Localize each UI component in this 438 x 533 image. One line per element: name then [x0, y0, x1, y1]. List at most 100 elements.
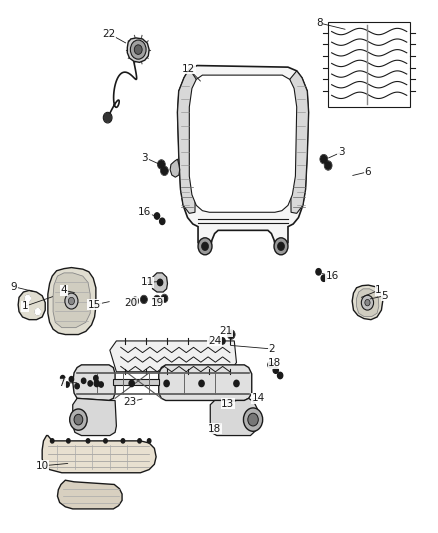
- Circle shape: [248, 413, 258, 426]
- Circle shape: [65, 382, 69, 387]
- Text: 1: 1: [21, 301, 28, 311]
- Circle shape: [99, 382, 103, 387]
- Circle shape: [88, 381, 92, 386]
- Text: 14: 14: [252, 393, 265, 403]
- Circle shape: [158, 161, 164, 168]
- Polygon shape: [189, 75, 297, 212]
- Text: 23: 23: [123, 397, 136, 407]
- Text: 24: 24: [208, 336, 221, 346]
- Circle shape: [199, 380, 204, 386]
- Circle shape: [50, 439, 54, 443]
- Text: 5: 5: [381, 290, 388, 301]
- Text: 16: 16: [326, 271, 339, 281]
- Polygon shape: [73, 398, 117, 435]
- Text: 18: 18: [208, 424, 221, 434]
- Circle shape: [86, 439, 90, 443]
- Circle shape: [325, 162, 331, 169]
- Circle shape: [133, 298, 138, 304]
- Text: 1: 1: [375, 286, 381, 295]
- Circle shape: [74, 414, 83, 425]
- Circle shape: [81, 378, 86, 383]
- Circle shape: [134, 45, 142, 54]
- Text: 19: 19: [150, 297, 164, 308]
- Text: 12: 12: [182, 64, 195, 74]
- Polygon shape: [290, 71, 308, 213]
- Polygon shape: [18, 290, 45, 320]
- Circle shape: [141, 296, 147, 303]
- Text: 2: 2: [268, 344, 275, 354]
- Polygon shape: [73, 365, 115, 400]
- Circle shape: [220, 338, 225, 344]
- Circle shape: [274, 238, 288, 255]
- Circle shape: [70, 409, 87, 430]
- Polygon shape: [170, 159, 180, 177]
- Circle shape: [35, 309, 40, 315]
- Circle shape: [201, 242, 208, 251]
- Circle shape: [268, 362, 273, 368]
- Circle shape: [69, 376, 74, 382]
- Circle shape: [94, 375, 98, 381]
- Circle shape: [198, 238, 212, 255]
- Circle shape: [157, 279, 162, 286]
- Polygon shape: [42, 435, 156, 473]
- Circle shape: [68, 297, 74, 305]
- Text: 6: 6: [364, 167, 371, 177]
- Polygon shape: [357, 289, 379, 317]
- Text: 21: 21: [219, 326, 232, 336]
- Circle shape: [321, 275, 326, 281]
- Circle shape: [75, 383, 79, 389]
- Text: 15: 15: [88, 300, 101, 310]
- Circle shape: [154, 296, 159, 303]
- Text: 10: 10: [35, 461, 49, 471]
- Circle shape: [161, 167, 167, 174]
- Circle shape: [244, 408, 263, 431]
- Circle shape: [25, 295, 30, 302]
- Polygon shape: [177, 69, 196, 213]
- Circle shape: [94, 380, 99, 386]
- Circle shape: [361, 295, 374, 310]
- Polygon shape: [210, 398, 258, 435]
- Circle shape: [148, 439, 151, 443]
- Circle shape: [365, 300, 370, 306]
- Circle shape: [65, 293, 78, 309]
- Polygon shape: [151, 273, 167, 292]
- Circle shape: [104, 114, 111, 122]
- Text: 7: 7: [59, 378, 65, 389]
- Polygon shape: [127, 38, 149, 62]
- Circle shape: [67, 439, 70, 443]
- Text: 3: 3: [141, 152, 148, 163]
- Text: 16: 16: [138, 207, 152, 217]
- Polygon shape: [177, 66, 308, 251]
- Circle shape: [159, 218, 165, 224]
- Text: 9: 9: [11, 282, 17, 292]
- Circle shape: [154, 213, 159, 219]
- Text: 11: 11: [140, 278, 154, 287]
- Text: 22: 22: [102, 29, 116, 39]
- Text: 20: 20: [124, 297, 138, 308]
- Text: 13: 13: [221, 399, 234, 409]
- Circle shape: [321, 156, 327, 163]
- Circle shape: [278, 242, 285, 251]
- Polygon shape: [53, 273, 90, 328]
- Text: 3: 3: [338, 147, 345, 157]
- Text: 4: 4: [61, 286, 67, 295]
- Circle shape: [316, 269, 321, 275]
- Text: 18: 18: [268, 358, 282, 368]
- Circle shape: [121, 439, 125, 443]
- Text: 8: 8: [316, 18, 323, 28]
- Circle shape: [164, 380, 169, 386]
- Polygon shape: [57, 480, 122, 509]
- Circle shape: [60, 375, 65, 381]
- Circle shape: [228, 331, 234, 338]
- Circle shape: [138, 439, 141, 443]
- Polygon shape: [110, 341, 237, 372]
- Circle shape: [131, 40, 146, 59]
- Circle shape: [273, 367, 279, 373]
- Circle shape: [129, 380, 134, 386]
- Polygon shape: [159, 365, 252, 400]
- Circle shape: [162, 295, 167, 302]
- Circle shape: [234, 380, 239, 386]
- Polygon shape: [113, 379, 159, 384]
- Polygon shape: [352, 285, 383, 320]
- Polygon shape: [48, 268, 96, 335]
